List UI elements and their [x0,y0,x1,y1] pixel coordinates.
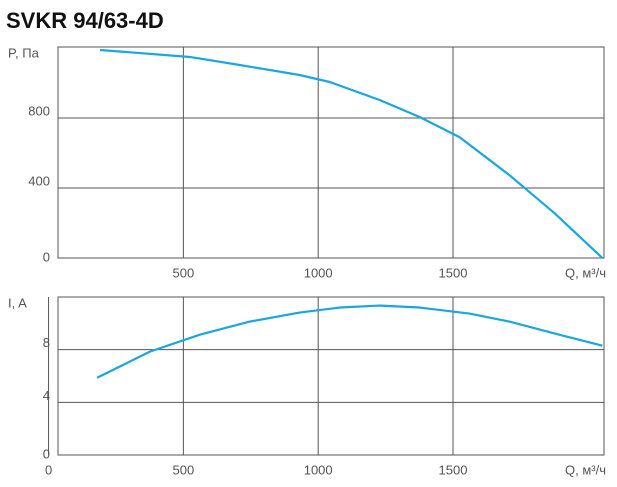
x-tick-label: 500 [173,462,195,477]
plot-frame [57,296,605,456]
y-tick-label: 0 [43,249,50,264]
x-tick-label: 1500 [439,462,468,477]
x-axis-label: Q, м³/ч [565,265,606,280]
y-tick-label: 400 [28,173,50,188]
x-tick-label: 1500 [439,265,468,280]
x-axis-label: Q, м³/ч [565,462,606,477]
x-tick-label: 0 [45,462,52,477]
x-tick-label: 1000 [304,265,333,280]
y-tick-label: 8 [43,335,50,350]
y-axis-label: P, Па [8,45,40,60]
plot-frame [57,46,605,259]
y-tick-label: 0 [43,446,50,461]
y-axis-label: I, A [8,295,27,310]
line-series [96,304,603,379]
chart-title: SVKR 94/63-4D [6,8,164,33]
y-tick-label: 4 [43,388,50,403]
y-tick-label: 800 [28,103,50,118]
line-series [99,48,604,259]
x-tick-label: 1000 [304,462,333,477]
x-tick-label: 500 [173,265,195,280]
